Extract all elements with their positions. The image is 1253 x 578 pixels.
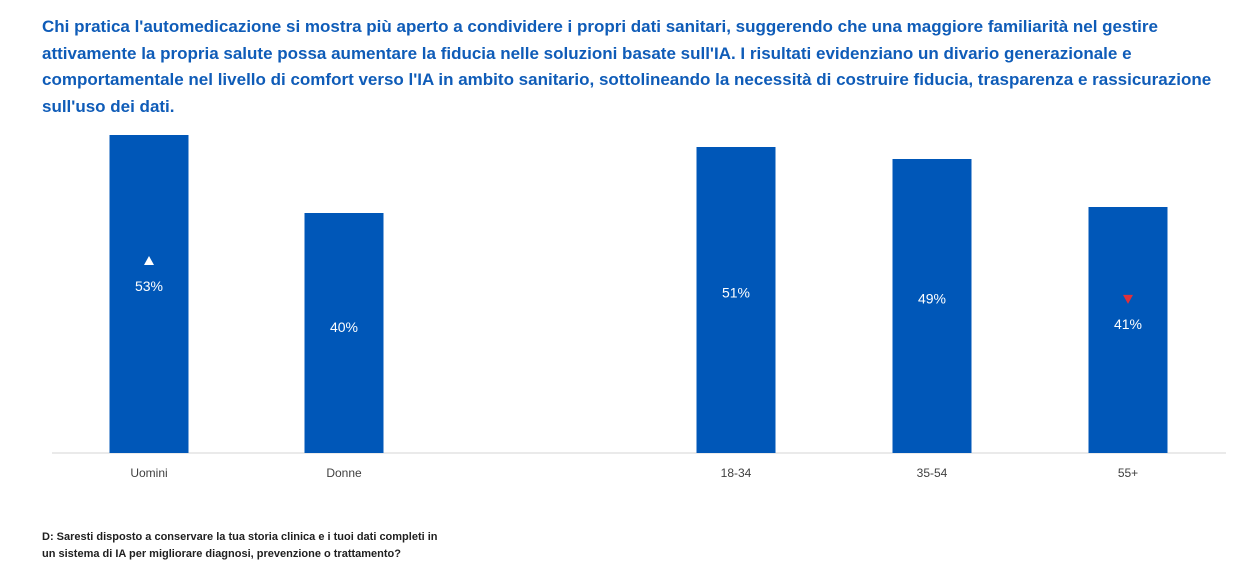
triangle-down-icon-55-	[1123, 294, 1133, 304]
value-label-18-34: 51%	[722, 284, 750, 300]
category-label-donne: Donne	[326, 466, 362, 480]
footnote-line-1: D: Saresti disposto a conservare la tua …	[42, 531, 438, 543]
value-label-55-: 41%	[1114, 316, 1142, 332]
bars-group	[109, 135, 1168, 453]
value-label-uomini: 53%	[135, 278, 163, 294]
bar-uomini	[109, 135, 189, 453]
labels-group: 53% Uomini 40% Donne 51% 18-34 49% 35-54 41% 55+	[130, 256, 1142, 480]
category-label-18-34: 18-34	[721, 466, 752, 480]
category-label-35-54: 35-54	[917, 466, 948, 480]
question-footnote: D: Saresti disposto a conservare la tua …	[42, 529, 562, 563]
bar-18-34	[696, 147, 776, 453]
headline: Chi pratica l'automedicazione si mostra …	[42, 17, 1212, 116]
category-label-55-: 55+	[1118, 466, 1138, 480]
footnote-line-2: un sistema di IA per migliorare diagnosi…	[42, 548, 401, 560]
bar-55-	[1088, 207, 1168, 453]
bar-35-54	[892, 159, 972, 453]
value-label-35-54: 49%	[918, 291, 946, 307]
bar-donne	[304, 213, 384, 453]
category-label-uomini: Uomini	[130, 466, 167, 480]
triangle-up-icon-uomini	[144, 256, 154, 266]
value-label-donne: 40%	[330, 319, 358, 335]
